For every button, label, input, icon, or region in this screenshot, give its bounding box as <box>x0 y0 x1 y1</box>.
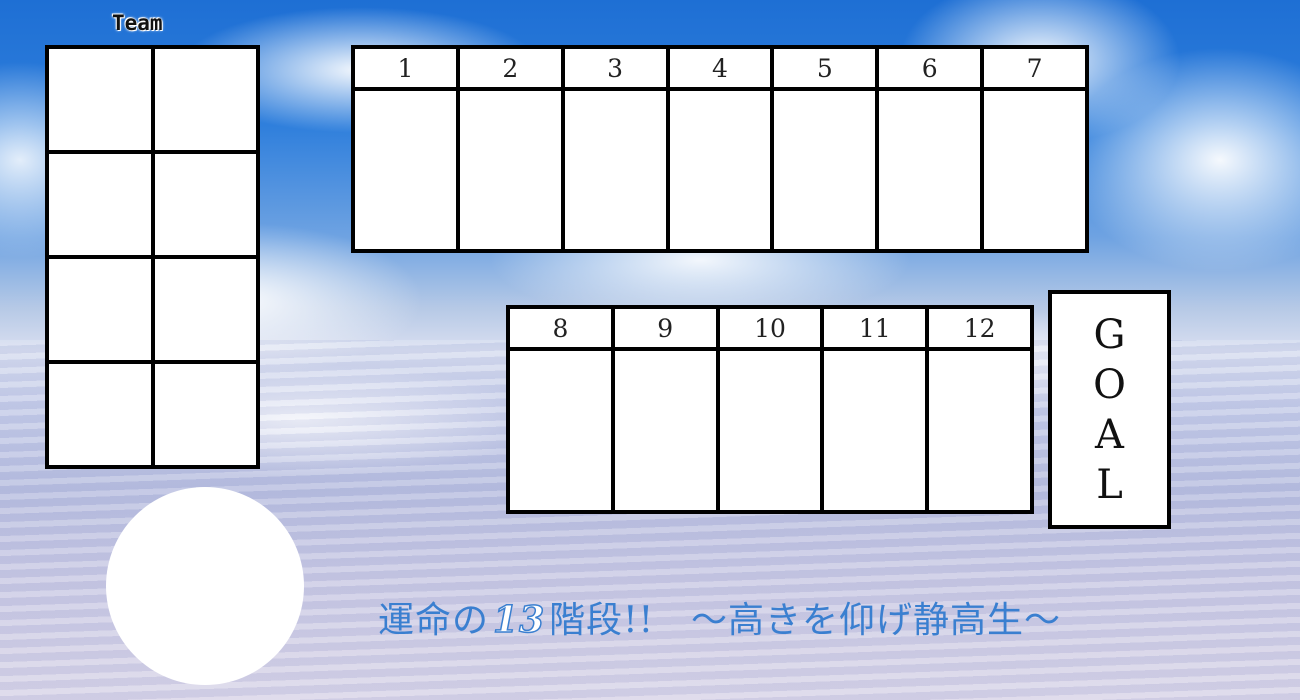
stage-number: 11 <box>824 309 926 347</box>
team-slot-1[interactable] <box>49 49 151 150</box>
photo-placeholder-circle[interactable] <box>106 487 304 685</box>
stage-number: 4 <box>669 49 771 87</box>
slogan-title: 運命の 13 階段!! ～高きを仰げ静高生～ <box>378 592 1278 649</box>
stage-column: 9 <box>614 309 716 510</box>
stage-number: 10 <box>719 309 821 347</box>
stage-column: 6 <box>879 49 981 249</box>
stage-slot[interactable] <box>774 91 876 249</box>
stage-number: 7 <box>984 49 1085 87</box>
stage-column: 2 <box>459 49 561 249</box>
stage-number: 5 <box>774 49 876 87</box>
team-slot-3[interactable] <box>49 154 151 255</box>
goal-letter: L <box>1096 461 1123 508</box>
goal-letter: G <box>1093 311 1126 358</box>
stage-slot[interactable] <box>929 351 1030 510</box>
team-slot-8[interactable] <box>154 364 256 465</box>
stage-number: 1 <box>355 49 456 87</box>
slogan-number: 13 <box>492 598 546 642</box>
stage-slot[interactable] <box>719 351 821 510</box>
team-slot-7[interactable] <box>49 364 151 465</box>
stage-row-bottom: 8 9 10 11 12 <box>506 305 1034 514</box>
goal-letter: A <box>1095 411 1124 458</box>
stage-slot[interactable] <box>355 91 456 249</box>
team-slot-2[interactable] <box>154 49 256 150</box>
stage-number: 6 <box>879 49 981 87</box>
stage-column: 10 <box>719 309 821 510</box>
stage-slot[interactable] <box>984 91 1085 249</box>
stage-slot[interactable] <box>614 351 716 510</box>
stage-slot[interactable] <box>564 91 666 249</box>
stage-column: 7 <box>984 49 1085 249</box>
stage-slot[interactable] <box>459 91 561 249</box>
goal-box[interactable]: G O A L <box>1048 290 1171 529</box>
stage-number: 12 <box>929 309 1030 347</box>
team-slot-4[interactable] <box>154 154 256 255</box>
stage-column: 5 <box>774 49 876 249</box>
stage-row-top: 1 2 3 4 5 6 7 <box>351 45 1089 253</box>
team-slot-5[interactable] <box>49 259 151 360</box>
stage-slot[interactable] <box>879 91 981 249</box>
team-slot-6[interactable] <box>154 259 256 360</box>
stage-number: 8 <box>510 309 611 347</box>
stage-slot[interactable] <box>510 351 611 510</box>
stage-column: 11 <box>824 309 926 510</box>
stage-slot[interactable] <box>824 351 926 510</box>
goal-letter: O <box>1093 361 1126 408</box>
stage-number: 2 <box>459 49 561 87</box>
slogan-prefix: 運命の <box>378 600 490 641</box>
stage-slot[interactable] <box>669 91 771 249</box>
stage-column: 12 <box>929 309 1030 510</box>
stage-number: 3 <box>564 49 666 87</box>
team-grid <box>45 45 260 469</box>
stage-column: 1 <box>355 49 456 249</box>
slogan-suffix: 階段!! ～高きを仰げ静高生～ <box>549 600 1062 641</box>
stage-column: 8 <box>510 309 611 510</box>
team-label: Team <box>112 11 163 35</box>
stage-column: 3 <box>564 49 666 249</box>
stage-number: 9 <box>614 309 716 347</box>
stage-column: 4 <box>669 49 771 249</box>
